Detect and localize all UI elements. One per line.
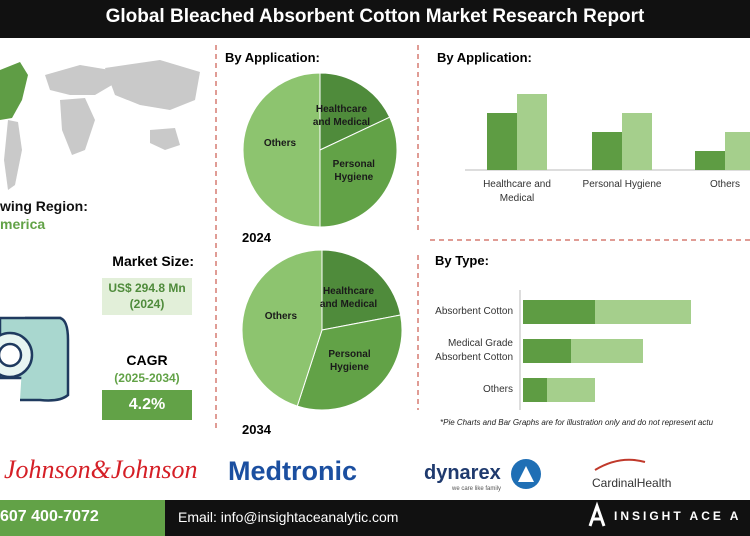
pie-slice bbox=[242, 72, 321, 228]
cagr-period: (2025-2034) bbox=[114, 371, 180, 385]
brand-icon bbox=[588, 501, 606, 527]
bar bbox=[622, 113, 652, 170]
pie-slice bbox=[321, 249, 402, 331]
bar bbox=[725, 132, 750, 170]
y-tick-label: Others bbox=[482, 384, 513, 395]
bar bbox=[595, 300, 691, 324]
cardinal-mark bbox=[594, 458, 646, 471]
pie-title: By Application: bbox=[225, 50, 320, 65]
bar-title: By Application: bbox=[437, 50, 532, 65]
pie-label: Others bbox=[263, 138, 297, 149]
cagr-box bbox=[102, 390, 192, 420]
region-value: merica bbox=[0, 216, 46, 232]
logo-jnj: Johnson&Johnson bbox=[4, 455, 198, 484]
pie-label: Personal Hygiene bbox=[328, 349, 371, 374]
email: Email: info@insightaceanalytic.com bbox=[178, 509, 399, 525]
pie-label: Healthcare and Medical bbox=[312, 104, 371, 129]
pie-slice bbox=[241, 249, 323, 407]
note: *Pie Charts and Bar Graphs are for illus… bbox=[440, 418, 714, 427]
pie-label: Others bbox=[264, 311, 298, 323]
pie-slice bbox=[296, 314, 403, 411]
bar bbox=[592, 132, 622, 170]
pie-label: Personal Hygiene bbox=[332, 159, 375, 184]
cagr-value: 4.2% bbox=[128, 396, 166, 413]
bar bbox=[523, 378, 547, 402]
bar bbox=[523, 300, 595, 324]
pie-year: 2034 bbox=[242, 422, 271, 437]
header-bar bbox=[0, 0, 750, 38]
bar bbox=[695, 151, 725, 170]
x-tick-label: Others bbox=[709, 179, 740, 190]
market-size-box bbox=[102, 278, 192, 315]
bar bbox=[523, 339, 571, 363]
bar bbox=[571, 339, 643, 363]
pie-slice bbox=[319, 72, 391, 151]
region-label: wing Region: bbox=[0, 198, 88, 214]
bar bbox=[517, 94, 547, 170]
phone-box bbox=[0, 500, 165, 536]
market-size-value: US$ 294.8 Mn (2024) bbox=[108, 281, 186, 311]
bar bbox=[487, 113, 517, 170]
y-tick-label: Absorbent Cotton bbox=[435, 306, 513, 317]
x-tick-label: Personal Hygiene bbox=[582, 179, 662, 190]
logo-dynarex-tagline: we care like family bbox=[452, 486, 502, 492]
logo-cardinal: CardinalHealth bbox=[592, 476, 672, 490]
cagr-label: CAGR bbox=[126, 352, 168, 368]
brand: INSIGHT ACE A bbox=[614, 509, 742, 523]
title: Global Bleached Absorbent Cotton Market … bbox=[105, 6, 645, 27]
logo-medtronic: Medtronic bbox=[228, 456, 358, 486]
phone: 607 400-7072 bbox=[0, 508, 99, 525]
market-size-label: Market Size: bbox=[112, 253, 194, 269]
bar-title: By Type: bbox=[435, 253, 489, 268]
pie-label: Healthcare and Medical bbox=[319, 285, 378, 310]
pie-year: 2024 bbox=[242, 230, 271, 245]
cotton-roll-icon bbox=[0, 316, 70, 402]
world-map bbox=[0, 60, 200, 190]
bar bbox=[547, 378, 595, 402]
x-tick-label: Healthcare and Medical bbox=[483, 179, 551, 204]
y-tick-label: Medical Grade Absorbent Cotton bbox=[435, 338, 513, 363]
pie-slice bbox=[319, 116, 398, 228]
dynarex-logo-mark bbox=[511, 459, 541, 489]
logo-dynarex: dynarex bbox=[424, 462, 501, 484]
